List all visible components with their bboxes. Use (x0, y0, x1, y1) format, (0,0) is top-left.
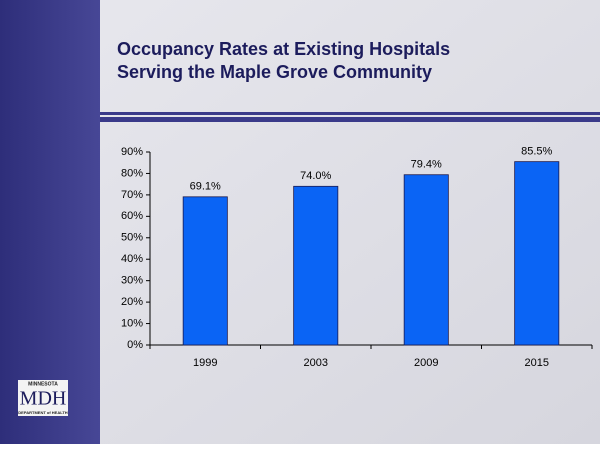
y-tick-label: 10% (121, 317, 143, 329)
rule (100, 117, 600, 122)
value-label: 74.0% (300, 170, 331, 182)
x-tick-label: 2009 (414, 357, 438, 369)
chart-title: Occupancy Rates at Existing Hospitals (117, 39, 450, 59)
x-tick-label: 1999 (193, 357, 217, 369)
logo-box (18, 380, 68, 416)
value-label: 69.1% (190, 181, 221, 193)
x-tick-label: 2003 (304, 357, 328, 369)
y-tick-label: 30% (121, 275, 143, 287)
rule (100, 112, 600, 115)
bar (403, 174, 449, 346)
logo-text: MDH (20, 388, 67, 410)
y-tick-label: 40% (121, 253, 143, 265)
y-tick-label: 90% (121, 146, 143, 158)
bar (182, 196, 228, 346)
value-label: 79.4% (411, 159, 442, 171)
bar (293, 185, 339, 346)
y-tick-label: 80% (121, 167, 143, 179)
side-band (0, 0, 100, 444)
y-tick-label: 50% (121, 232, 143, 244)
logo-bottom: DEPARTMENT of HEALTH (18, 410, 68, 415)
y-tick-label: 0% (127, 339, 143, 351)
logo-top: MINNESOTA (28, 381, 58, 387)
x-tick-label: 2015 (525, 357, 549, 369)
value-label: 85.5% (521, 146, 552, 158)
bar (514, 161, 560, 346)
y-tick-label: 70% (121, 189, 143, 201)
y-tick-label: 20% (121, 296, 143, 308)
chart-subtitle: Serving the Maple Grove Community (117, 62, 432, 82)
y-tick-label: 60% (121, 210, 143, 222)
